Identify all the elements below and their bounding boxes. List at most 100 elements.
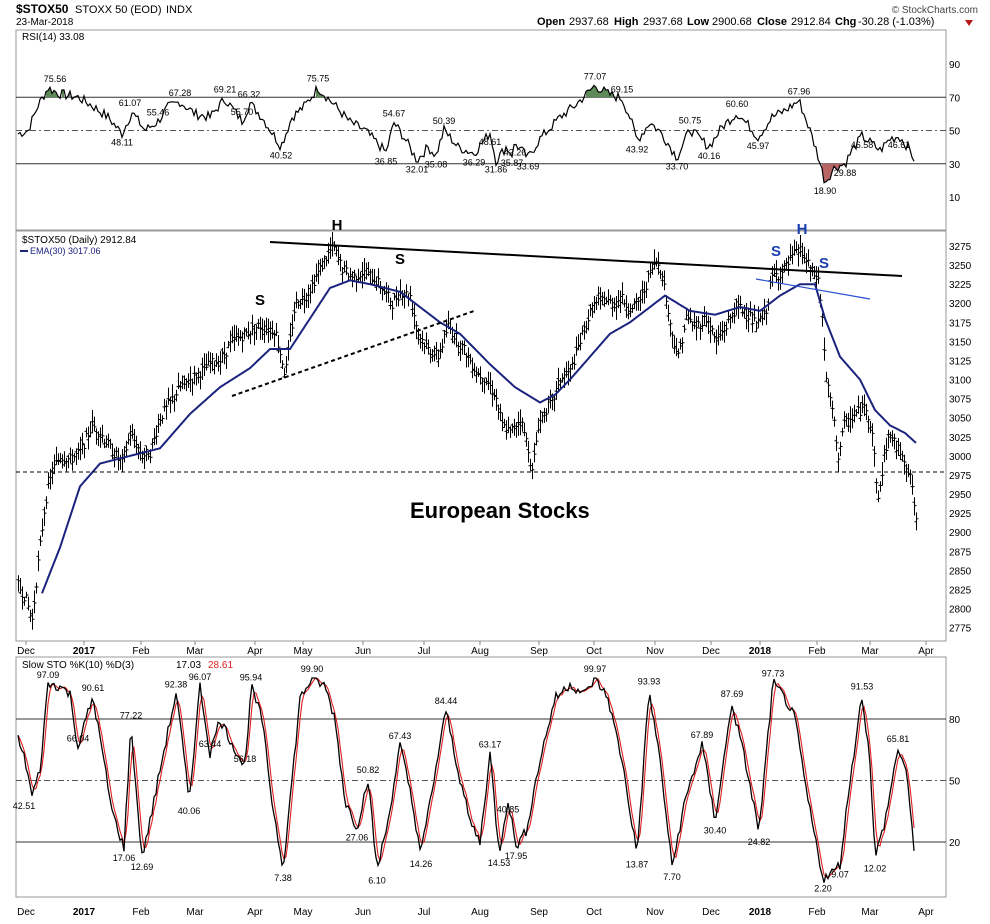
rsi-annotation: 46.58 [851,140,874,150]
rsi-annotation: 50.75 [679,115,702,125]
month-label: Jul [418,646,431,657]
sto-annotation: 27.06 [346,833,369,843]
rsi-tick: 10 [949,193,961,204]
sto-annotation: 66.04 [67,734,90,744]
sto-annotation: 63.17 [479,740,502,750]
sto-legend: Slow STO %K(10) %D(3) 17.03 28.61 [22,660,233,671]
rsi-annotation: 54.67 [383,109,406,119]
month-label: Oct [586,907,602,918]
sto-annotation: 65.81 [887,734,910,744]
rsi-annotation: 75.56 [44,74,67,84]
rsi-annotation: 77.07 [584,71,607,81]
sto-annotation: 56.18 [234,754,257,764]
rsi-annotation: 55.46 [147,107,170,117]
high-label: High [614,16,639,28]
rsi-annotation: 31.86 [485,165,508,175]
pattern-label-H: H [797,221,808,238]
sto-annotation: 50.82 [357,765,380,775]
pattern-label-S: S [819,255,829,272]
sto-annotation: 7.38 [274,873,292,883]
rsi-annotation: 36.29 [463,157,486,167]
pattern-label-S: S [255,292,265,309]
rsi-annotation: 45.97 [747,141,770,151]
rsi-annotation: 61.07 [119,98,142,108]
rsi-annotation: 18.90 [814,186,837,196]
rsi-annotation: 33.69 [517,162,540,172]
month-label: 2018 [749,646,772,657]
down-arrow-icon [965,20,973,26]
rsi-annotation: 40.52 [270,150,293,160]
month-label: Feb [808,907,826,918]
sto-d-line [17,677,915,880]
rsi-tick: 90 [949,60,961,71]
month-label: Jul [418,907,431,918]
pattern-label-S: S [395,251,405,268]
rsi-annotation: 66.32 [238,89,261,99]
month-label: Dec [702,646,720,657]
ema-line [41,279,917,594]
sto-d-value: 28.61 [208,660,233,671]
rsi-annotation: 46.61 [888,140,911,150]
month-label: Nov [646,907,664,918]
rsi-annotation: 32.01 [406,164,429,174]
open-value: 2937.68 [569,16,609,28]
price-tick: 2875 [949,547,972,558]
close-value: 2912.84 [791,16,831,28]
sto-annotation: 92.38 [165,680,188,690]
sto-annotation: 87.69 [721,689,744,699]
sto-annotation: 17.06 [113,853,136,863]
price-tick: 2850 [949,566,972,577]
month-label: Feb [808,646,826,657]
price-tick: 3250 [949,261,972,272]
price-tick: 3075 [949,395,972,406]
low-label: Low [687,16,709,28]
sto-annotation: 91.53 [851,681,874,691]
header-date: 23-Mar-2018 [16,17,74,28]
sto-annotation: 84.44 [435,696,458,706]
rsi-overbought-area [586,85,614,98]
month-label: Mar [186,907,204,918]
credit: © StockCharts.com [892,5,978,16]
rsi-annotation: 69.21 [214,85,237,95]
sto-annotation: 17.95 [505,851,528,861]
month-label: Mar [861,907,879,918]
price-tick-labels: 3275 3250 3225 3200 3175 3150 3125 3100 3075 3050… [949,242,972,635]
price-legend-text: $STOX50 (Daily) 2912.84 [22,235,137,246]
sto-tick: 80 [949,715,961,726]
sto-annotation: 77.22 [120,711,143,721]
sto-k-value: 17.03 [176,660,201,671]
month-label: Sep [530,646,548,657]
header-name: STOXX 50 (EOD) [75,4,162,16]
price-tick: 3150 [949,337,972,348]
sto-annotation: 12.02 [864,863,887,873]
sto-annotation: 13.87 [626,860,649,870]
month-label: Dec [17,646,35,657]
rsi-annotations: 75.56 48.11 61.07 55.46 67.28 69.21 66.32 55.70… [44,71,911,196]
date-axis-bottom: Dec 2017 Feb Mar Apr May Jun Jul Aug Sep Oct Nov Dec… [17,907,934,918]
price-tick: 2800 [949,605,972,616]
price-tick: 2925 [949,509,972,520]
sto-annotation: 97.73 [762,669,785,679]
sto-tick-labels: 80 50 20 [949,715,961,849]
rsi-overbought-area [316,86,324,98]
rsi-annotation: 35.08 [425,159,448,169]
month-label: 2018 [749,907,772,918]
price-tick: 3175 [949,318,972,329]
price-tick: 3125 [949,356,972,367]
month-label: Nov [646,646,664,657]
rsi-annotation: 69.15 [611,85,634,95]
sto-panel [15,656,947,898]
price-tick: 3025 [949,433,972,444]
rsi-annotation: 67.28 [169,88,192,98]
rsi-annotation: 60.60 [726,99,749,109]
month-label: May [294,646,313,657]
sto-annotation: 90.61 [82,683,105,693]
rsi-grid [16,96,946,165]
price-tick: 3200 [949,299,972,310]
pattern-label-H: H [332,217,343,234]
price-tick: 2825 [949,585,972,596]
month-label: Dec [702,907,720,918]
sto-annotation: 30.40 [704,826,727,836]
sto-annotation: 14.26 [410,859,433,869]
